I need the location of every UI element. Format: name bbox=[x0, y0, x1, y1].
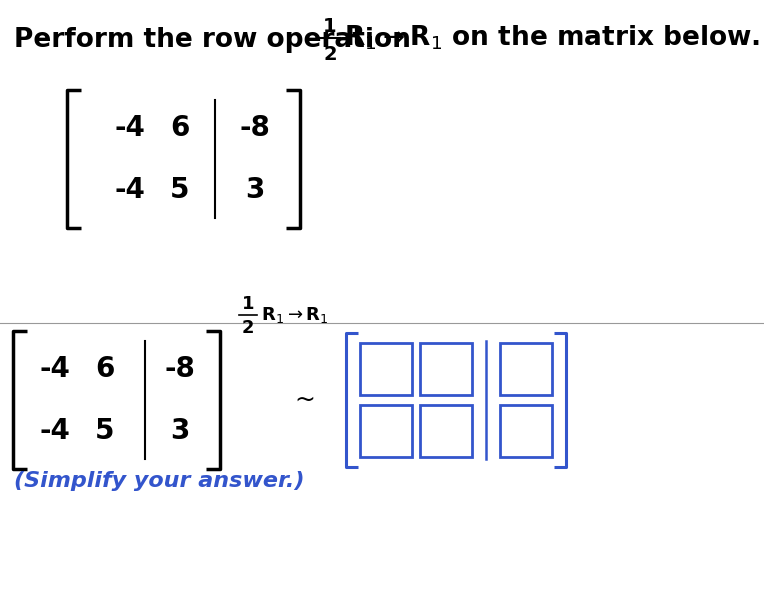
Text: 3: 3 bbox=[245, 176, 264, 204]
Text: -4: -4 bbox=[40, 355, 70, 383]
Text: -4: -4 bbox=[40, 417, 70, 445]
Text: 6: 6 bbox=[170, 114, 189, 142]
Text: R$_1$$\rightarrow$R$_1$ on the matrix below.: R$_1$$\rightarrow$R$_1$ on the matrix be… bbox=[344, 24, 760, 52]
Text: 3: 3 bbox=[170, 417, 189, 445]
Text: -8: -8 bbox=[164, 355, 196, 383]
Text: 1: 1 bbox=[323, 17, 337, 36]
Bar bbox=[500, 343, 552, 395]
Text: Perform the row operation: Perform the row operation bbox=[14, 27, 420, 53]
Text: -4: -4 bbox=[115, 114, 145, 142]
Bar bbox=[420, 405, 472, 457]
Text: (Simplify your answer.): (Simplify your answer.) bbox=[14, 471, 305, 491]
Text: -8: -8 bbox=[240, 114, 270, 142]
Text: 2: 2 bbox=[241, 319, 254, 337]
Text: 5: 5 bbox=[170, 176, 189, 204]
Bar bbox=[420, 343, 472, 395]
Bar bbox=[500, 405, 552, 457]
Text: ~: ~ bbox=[295, 388, 316, 412]
Text: R$_1$$\rightarrow$R$_1$: R$_1$$\rightarrow$R$_1$ bbox=[261, 305, 329, 325]
Bar bbox=[360, 405, 412, 457]
Text: 2: 2 bbox=[323, 44, 337, 63]
Text: 5: 5 bbox=[96, 417, 115, 445]
Text: 6: 6 bbox=[96, 355, 115, 383]
Text: -4: -4 bbox=[115, 176, 145, 204]
Text: 1: 1 bbox=[241, 295, 254, 313]
Bar bbox=[360, 343, 412, 395]
